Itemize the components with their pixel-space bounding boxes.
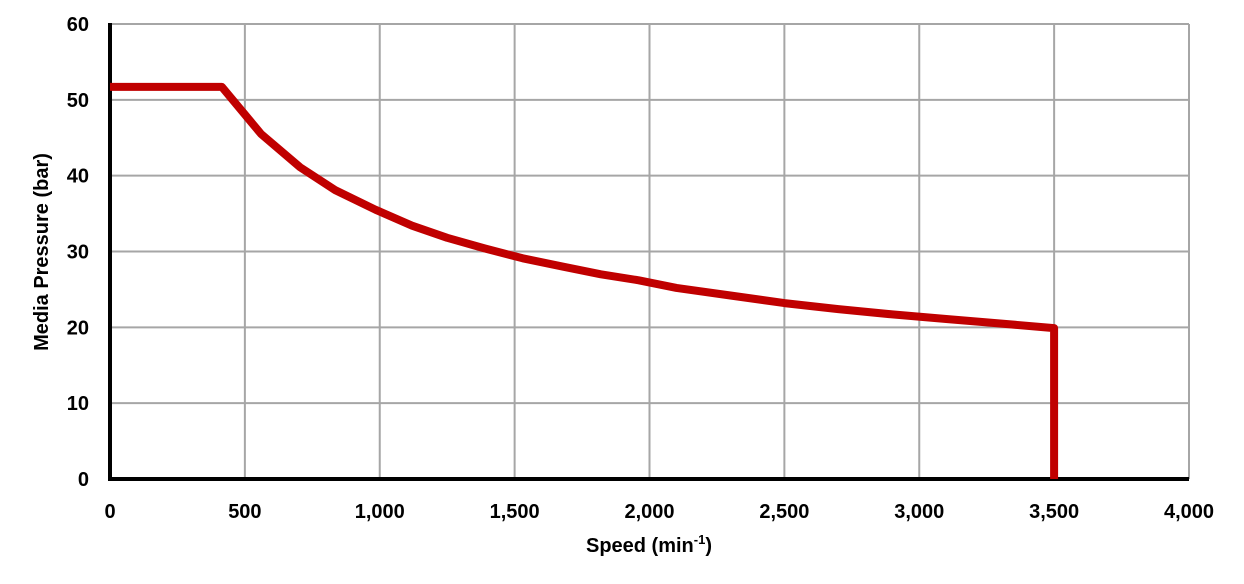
x-tick-label: 2,500	[759, 501, 809, 523]
x-tick-label: 1,500	[490, 501, 540, 523]
x-axis-label-end: )	[705, 535, 712, 557]
y-tick-label: 0	[78, 469, 89, 491]
y-tick-label: 10	[67, 393, 89, 415]
y-tick-label: 60	[67, 14, 89, 36]
x-axis-label: Speed (min-1)	[586, 532, 712, 557]
x-tick-label: 500	[228, 501, 261, 523]
pressure-curve-line	[110, 82, 1059, 479]
y-tick-label: 20	[67, 317, 89, 339]
x-tick-label: 1,000	[355, 501, 405, 523]
axes	[108, 23, 1189, 481]
y-axis-label: Media Pressure (bar)	[31, 153, 53, 351]
x-tick-label: 3,000	[894, 501, 944, 523]
x-tick-labels: 0 500 1,000 1,500 2,000 2,500 3,000 3,500 4,000	[104, 501, 1214, 523]
x-tick-label: 4,000	[1164, 501, 1214, 523]
x-tick-label: 0	[104, 501, 115, 523]
x-axis-label-base: Speed (min	[586, 535, 694, 557]
x-tick-label: 3,500	[1029, 501, 1079, 523]
y-tick-labels: 0 10 20 30 40 50 60	[67, 14, 89, 491]
y-tick-label: 30	[67, 242, 89, 264]
data-series	[110, 82, 1059, 479]
y-tick-label: 40	[67, 166, 89, 188]
gridlines	[110, 23, 1190, 479]
x-tick-label: 2,000	[624, 501, 674, 523]
x-axis-label-superscript: -1	[694, 532, 706, 547]
y-tick-label: 50	[67, 90, 89, 112]
